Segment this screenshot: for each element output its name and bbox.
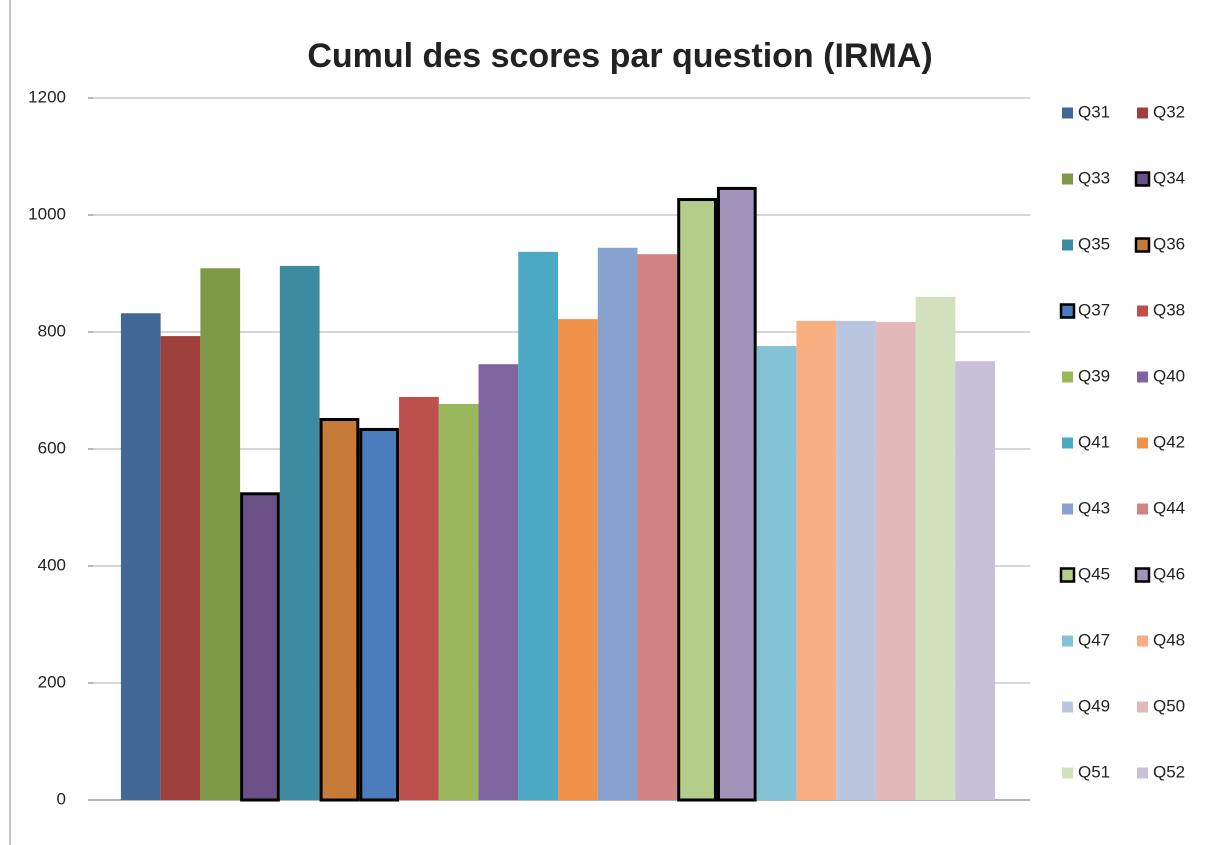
- bar: [478, 364, 519, 800]
- legend-swatch: [1059, 567, 1076, 583]
- legend-label: Q50: [1153, 696, 1185, 715]
- legend-swatch: [1062, 107, 1073, 119]
- legend-swatch: [1134, 171, 1151, 187]
- legend-label: Q51: [1078, 762, 1110, 781]
- bar: [399, 396, 439, 800]
- legend-label: Q33: [1078, 168, 1110, 187]
- legend-swatch: [1134, 567, 1151, 583]
- legend-label: Q41: [1078, 432, 1110, 451]
- bar: [836, 320, 876, 800]
- legend-swatch: [1137, 635, 1148, 647]
- y-tick-label: 0: [57, 789, 66, 808]
- legend-label: Q40: [1153, 366, 1185, 385]
- legend-label: Q42: [1153, 432, 1185, 451]
- bar: [438, 403, 479, 800]
- bar: [518, 251, 558, 801]
- bar: [915, 296, 956, 800]
- y-tick-label: 400: [38, 555, 66, 574]
- bar: [319, 417, 360, 802]
- bar: [359, 427, 400, 802]
- legend-label: Q44: [1153, 498, 1185, 517]
- bar: [200, 268, 241, 800]
- bar: [637, 254, 678, 800]
- chart-title: Cumul des scores par question (IRMA): [307, 37, 932, 75]
- legend-swatch: [1062, 503, 1073, 515]
- legend-label: Q38: [1153, 300, 1185, 319]
- legend-label: Q32: [1153, 102, 1185, 121]
- bar: [597, 247, 638, 800]
- y-tick-label: 200: [38, 672, 66, 691]
- y-tick-label: 800: [38, 321, 66, 340]
- legend-swatch: [1137, 767, 1148, 779]
- bar: [756, 346, 797, 800]
- legend-label: Q46: [1153, 564, 1185, 583]
- legend-swatch: [1137, 701, 1148, 713]
- legend-swatch: [1137, 371, 1148, 383]
- bar: [240, 492, 280, 802]
- legend-swatch: [1062, 173, 1073, 185]
- bar: [677, 198, 717, 802]
- legend-swatch: [1137, 107, 1148, 119]
- bar: [120, 313, 161, 800]
- legend-label: Q49: [1078, 696, 1110, 715]
- bar: [160, 336, 201, 800]
- legend-swatch: [1137, 437, 1148, 449]
- legend-swatch: [1062, 635, 1073, 647]
- y-tick-label: 600: [38, 438, 66, 457]
- legend-label: Q48: [1153, 630, 1185, 649]
- legend-swatch: [1137, 305, 1148, 317]
- legend-label: Q37: [1078, 300, 1110, 319]
- legend-swatch: [1062, 701, 1073, 713]
- legend-label: Q43: [1078, 498, 1110, 517]
- bar: [558, 319, 598, 800]
- bar: [955, 361, 996, 800]
- legend-label: Q52: [1153, 762, 1185, 781]
- legend-label: Q36: [1153, 234, 1185, 253]
- legend-swatch: [1137, 503, 1148, 515]
- bar: [796, 320, 837, 800]
- bar: [875, 322, 916, 800]
- bar: [279, 265, 320, 800]
- legend-label: Q34: [1153, 168, 1185, 187]
- legend-label: Q35: [1078, 234, 1110, 253]
- bar: [716, 186, 757, 802]
- legend-swatch: [1062, 767, 1073, 779]
- legend-swatch: [1059, 303, 1076, 319]
- y-tick-label: 1200: [28, 87, 66, 106]
- legend-label: Q45: [1078, 564, 1110, 583]
- y-tick-label: 1000: [28, 204, 66, 223]
- legend-label: Q47: [1078, 630, 1110, 649]
- legend-swatch: [1062, 371, 1073, 383]
- legend-swatch: [1062, 239, 1073, 251]
- legend-swatch: [1062, 437, 1073, 449]
- legend-label: Q31: [1078, 102, 1110, 121]
- legend-label: Q39: [1078, 366, 1110, 385]
- legend-swatch: [1134, 237, 1151, 253]
